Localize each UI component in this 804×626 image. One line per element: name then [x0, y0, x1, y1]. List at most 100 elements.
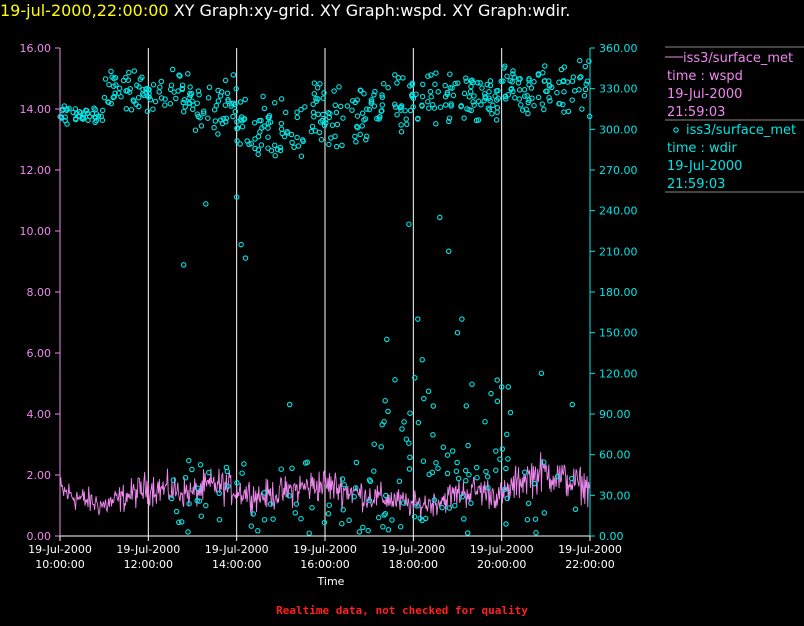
wdir-point [497, 456, 503, 462]
wdir-point [92, 114, 98, 120]
wdir-point [445, 248, 452, 255]
wdir-point [366, 106, 373, 113]
wdir-point [376, 116, 382, 122]
wdir-point [474, 474, 480, 481]
wspd-line [59, 452, 591, 521]
wdir-point [195, 88, 202, 94]
wdir-point [288, 131, 295, 138]
wdir-point [213, 102, 220, 109]
right-tick-label: 210.00 [599, 245, 638, 258]
right-tick-label: 30.00 [599, 489, 631, 502]
wdir-point [384, 336, 390, 343]
wdir-point [147, 96, 154, 103]
wdir-point [139, 74, 145, 81]
wdir-point [108, 100, 115, 107]
wdir-point [419, 357, 425, 363]
wdir-point [414, 503, 420, 509]
wdir-point [444, 91, 451, 98]
wdir-point [298, 515, 304, 522]
wdir-point [326, 502, 332, 508]
wdir-point [197, 462, 204, 468]
wdir-point [488, 390, 494, 397]
wdir-point [222, 77, 229, 84]
wdir-point [224, 90, 231, 97]
wdir-point [433, 460, 439, 466]
wdir-point [318, 136, 325, 143]
wdir-point [366, 497, 373, 504]
wdir-point [467, 88, 474, 95]
wdir-point [471, 102, 477, 108]
wdir-point [576, 87, 582, 93]
right-tick-label: 60.00 [599, 449, 631, 462]
wdir-point [157, 84, 163, 90]
wdir-point [489, 110, 495, 117]
wdir-point [498, 384, 505, 390]
wdir-point [216, 490, 222, 497]
wdir-point [212, 118, 219, 124]
wdir-point [242, 96, 248, 103]
wdir-point [186, 500, 192, 507]
wdir-point [578, 74, 584, 80]
wdir-point [493, 117, 500, 123]
wdir-point [109, 74, 115, 80]
wdir-point [501, 486, 508, 493]
wdir-point [106, 81, 112, 88]
wdir-point [499, 446, 506, 452]
legend-series1-date: 19-Jul-2000 [667, 87, 742, 102]
wdir-point [309, 504, 315, 511]
wdir-point [321, 519, 328, 526]
wdir-point [509, 79, 515, 85]
wdir-point [428, 72, 434, 78]
wdir-point [238, 241, 244, 248]
wdir-point [255, 133, 262, 140]
wdir-point [277, 147, 284, 154]
wdir-point [196, 92, 202, 98]
wdir-point [385, 84, 391, 91]
wdir-point [116, 85, 123, 92]
wdir-point [255, 151, 261, 158]
wdir-point [579, 106, 585, 112]
wdir-point [102, 76, 109, 82]
wdir-point [433, 121, 439, 127]
legend-series2-name: iss3/surface_met [686, 123, 796, 138]
wdir-point [394, 80, 400, 86]
wdir-point [425, 388, 432, 395]
wdir-point [194, 100, 200, 106]
legend-series1-field: time : wspd [667, 69, 743, 84]
wdir-point [385, 408, 391, 415]
wdir-point [586, 58, 592, 64]
wdir-point [487, 82, 494, 89]
wdir-point [440, 444, 447, 451]
wdir-point [525, 500, 532, 507]
wdir-point [378, 108, 384, 114]
wdir-point [363, 133, 370, 140]
right-tick-label: 330.00 [599, 83, 638, 96]
wdir-point [289, 139, 295, 146]
wdir-point [448, 103, 454, 109]
wdir-point [140, 86, 146, 93]
wdir-point [516, 76, 522, 82]
wdir-point [512, 95, 518, 101]
wdir-point [115, 90, 122, 96]
wdir-point [379, 94, 386, 101]
wdir-point [382, 397, 388, 404]
wdir-point [85, 117, 91, 124]
wdir-point [341, 482, 347, 488]
wdir-point [429, 102, 436, 108]
wdir-point [447, 85, 454, 91]
wdir-point [336, 84, 342, 90]
wdir-point [531, 79, 537, 85]
wdir-point [315, 111, 321, 118]
wdir-point [83, 107, 89, 113]
wdir-point [425, 98, 431, 105]
wdir-point [311, 80, 318, 86]
wdir-point [430, 403, 437, 409]
wdir-point [444, 470, 451, 477]
wdir-point [535, 94, 542, 101]
wdir-point [417, 515, 423, 522]
left-tick-label: 16.00 [20, 42, 52, 55]
wdir-point [572, 506, 579, 513]
wdir-point [478, 102, 484, 108]
wdir-point [502, 96, 509, 102]
wdir-point [521, 93, 528, 99]
